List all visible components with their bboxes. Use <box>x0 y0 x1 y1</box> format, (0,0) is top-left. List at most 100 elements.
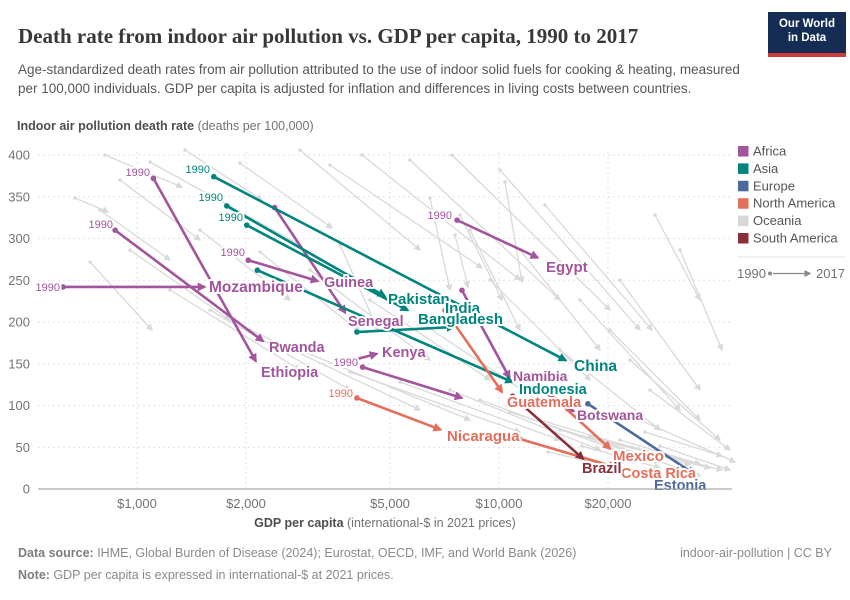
country-arrow-ethiopia[interactable] <box>152 177 258 363</box>
background-arrow <box>369 299 492 381</box>
owid-logo-line2: in Data <box>787 32 827 45</box>
country-label-pakistan[interactable]: Pakistan <box>386 289 452 310</box>
country-arrow-estonia[interactable] <box>587 402 696 476</box>
country-arrow-pakistan[interactable] <box>226 204 387 298</box>
country-arrow-senegal[interactable] <box>273 206 347 315</box>
license-credit[interactable]: indoor-air-pollution | CC BY <box>680 546 832 560</box>
page-title: Death rate from indoor air pollution vs.… <box>18 24 639 49</box>
country-arrow-brazil[interactable] <box>511 395 585 461</box>
country-label-mozambique[interactable]: Mozambique <box>207 277 305 298</box>
gridlines <box>38 152 732 488</box>
background-arrow <box>169 289 302 371</box>
y-tick-label: 150 <box>8 356 30 371</box>
year-1990-label-guinea: 1990 <box>221 247 245 259</box>
legend-label: South America <box>753 231 838 246</box>
background-arrow <box>559 429 712 471</box>
year-1990-label-rwanda: 1990 <box>89 219 113 231</box>
country-label-namibia[interactable]: Namibia <box>511 366 570 386</box>
background-arrow <box>649 389 732 451</box>
country-arrow-nicaragua[interactable] <box>356 396 443 432</box>
legend: Africa Asia Europe North America Oceania Sout… <box>737 144 845 281</box>
background-arrow <box>609 329 701 421</box>
legend-item-north-america[interactable]: North America <box>738 196 836 211</box>
background-arrow <box>581 445 662 470</box>
note-line: Note: GDP per capita is expressed in int… <box>18 568 718 582</box>
background-arrow <box>449 389 602 452</box>
legend-label: North America <box>753 196 836 211</box>
background-arrow <box>654 214 701 302</box>
background-arrow <box>499 169 641 332</box>
background-arrow <box>454 234 471 289</box>
background-arrow <box>119 179 202 241</box>
background-arrows <box>73 148 737 478</box>
background-arrow <box>547 451 642 476</box>
background-arrow <box>469 229 521 332</box>
country-label-botswana[interactable]: Botswana <box>575 405 645 425</box>
country-label-ethiopia[interactable]: Ethiopia <box>259 363 321 383</box>
background-arrow <box>184 149 264 201</box>
country-arrow-guinea[interactable] <box>247 258 320 284</box>
country-label-rwanda[interactable]: Rwanda <box>267 338 328 358</box>
country-label-bangladesh[interactable]: Bangladesh <box>416 309 505 330</box>
country-label-estonia[interactable]: Estonia <box>652 476 709 496</box>
legend-arrow-start-year: 1990 <box>737 266 766 281</box>
owid-logo-line1: Our World <box>778 18 835 30</box>
background-arrow <box>99 209 172 261</box>
legend-swatch <box>738 215 749 227</box>
legend-item-asia[interactable]: Asia <box>738 161 779 176</box>
country-label-kenya[interactable]: Kenya <box>380 343 428 363</box>
y-tick-label: 100 <box>8 398 30 413</box>
country-label-mexico[interactable]: Mexico <box>611 446 666 467</box>
country-label-guatemala[interactable]: Guatemala <box>505 393 584 413</box>
country-arrow-namibia[interactable] <box>460 289 511 380</box>
country-label-senegal[interactable]: Senegal <box>346 312 406 332</box>
country-arrow-india[interactable] <box>246 223 410 312</box>
background-arrow <box>309 269 432 361</box>
country-label-indonesia[interactable]: Indonesia <box>517 380 590 400</box>
legend-label: Asia <box>753 161 779 176</box>
chart-subtitle: Age-standardized death rates from air po… <box>18 61 740 97</box>
background-arrow <box>339 244 379 332</box>
country-label-brazil[interactable]: Brazil <box>580 459 624 479</box>
country-arrow-china[interactable] <box>213 175 568 362</box>
country-arrow-kenya[interactable] <box>344 351 379 364</box>
background-arrow <box>74 197 110 214</box>
country-arrow-costa-rica[interactable] <box>519 437 618 470</box>
country-label-guinea[interactable]: Guinea <box>322 273 376 293</box>
country-arrow-indonesia[interactable] <box>256 269 515 384</box>
background-arrow <box>104 154 184 189</box>
data-source-text: IHME, Global Burden of Disease (2024); E… <box>93 546 577 560</box>
background-arrow <box>249 329 422 411</box>
legend-item-oceania[interactable]: Oceania <box>738 213 802 228</box>
country-label-costa-rica[interactable]: Costa Rica <box>619 464 699 484</box>
x-tick-label: $2,000 <box>226 496 266 511</box>
country-arrow-rwanda[interactable] <box>114 229 265 343</box>
country-label-china[interactable]: China <box>572 356 619 377</box>
background-arrow <box>679 249 724 352</box>
country-label-nicaragua[interactable]: Nicaragua <box>445 426 522 447</box>
background-arrow <box>429 197 453 292</box>
x-tick-label: $1,000 <box>117 496 157 511</box>
country-labels: 1990 Mozambique 1990 Rwanda 1990 Ethiopia 1990… <box>34 162 710 496</box>
y-axis-title-unit: (deaths per 100,000) <box>194 119 314 133</box>
legend-item-south-america[interactable]: South America <box>738 231 838 246</box>
year-1990-label-mozambique: 1990 <box>36 282 60 294</box>
country-arrow-unlabeled[interactable] <box>362 365 464 401</box>
country-label-egypt[interactable]: Egypt <box>544 257 590 278</box>
country-arrow-bangladesh[interactable] <box>356 322 456 334</box>
y-tick-label: 400 <box>8 148 30 163</box>
owid-logo[interactable]: Our World in Data <box>768 12 846 57</box>
legend-swatch <box>738 233 749 244</box>
background-arrow <box>299 149 422 251</box>
y-tick-label: 200 <box>8 315 30 330</box>
country-label-india[interactable]: India <box>443 298 483 319</box>
legend-arrow-end-year: 2017 <box>816 266 845 281</box>
country-arrow-mexico[interactable] <box>544 388 612 451</box>
legend-swatch <box>738 198 749 209</box>
chart-canvas[interactable]: 1990 Mozambique 1990 Rwanda 1990 Ethiopia 1990… <box>0 0 850 540</box>
legend-item-africa[interactable]: Africa <box>738 144 787 159</box>
year-1990-label-india: 1990 <box>219 212 243 224</box>
legend-item-europe[interactable]: Europe <box>738 178 795 193</box>
country-arrow-egypt[interactable] <box>456 218 540 259</box>
country-arrow-guatemala[interactable] <box>443 309 504 394</box>
